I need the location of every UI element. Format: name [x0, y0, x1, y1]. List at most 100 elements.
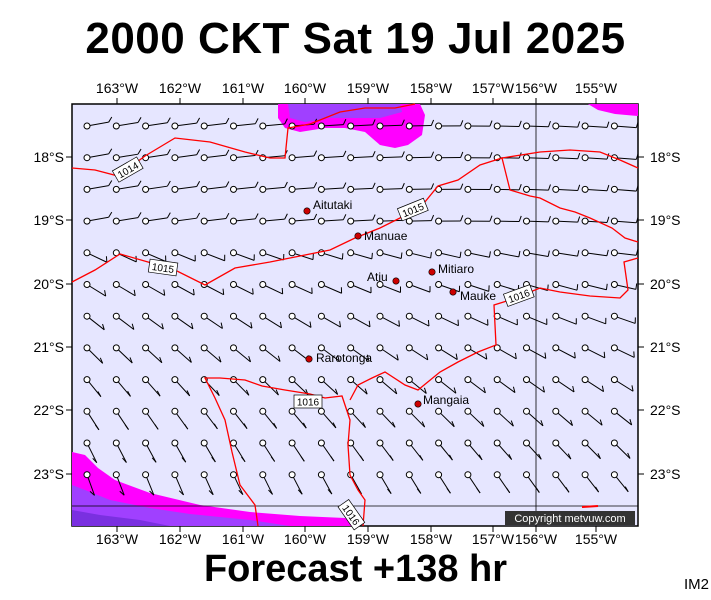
- wind-station: [171, 217, 179, 225]
- wind-barb-feather: [389, 455, 394, 461]
- wind-barb-feather: [156, 390, 161, 397]
- wind-station: [317, 154, 325, 162]
- wind-barb-shaft: [262, 410, 278, 429]
- wind-station: [610, 312, 618, 320]
- wind-barb-feather: [427, 320, 430, 327]
- wind-barb-feather: [213, 423, 218, 430]
- wind-station: [347, 217, 355, 225]
- wind-station: [288, 376, 296, 384]
- wind-barb-feather: [372, 182, 376, 189]
- wind-barb-feather: [459, 251, 462, 258]
- wind-barb-shaft: [86, 216, 109, 222]
- wind-barb-feather: [196, 212, 201, 219]
- wind-barb-feather: [453, 387, 457, 394]
- wind-barb-shaft: [204, 186, 227, 190]
- wind-barb-feather: [334, 388, 339, 395]
- wind-barb-feather: [216, 389, 220, 396]
- wind-barbs: [83, 116, 639, 496]
- wind-barb-feather: [337, 354, 340, 361]
- wind-station: [581, 217, 589, 225]
- wind-station: [288, 312, 296, 320]
- wind-barb-shaft: [379, 124, 403, 127]
- wind-barb-feather: [401, 151, 405, 158]
- wind-station: [347, 281, 355, 288]
- wind-station: [230, 249, 237, 257]
- wind-barb-feather: [599, 419, 603, 426]
- lon-label: 160°W: [284, 80, 327, 96]
- wind-barb-feather: [635, 249, 639, 256]
- wind-barb-feather: [359, 455, 365, 462]
- wind-station: [376, 154, 384, 162]
- wind-station: [288, 185, 296, 193]
- wind-barb-feather: [481, 420, 485, 427]
- wind-station: [523, 249, 530, 257]
- wind-barb-feather: [635, 153, 639, 160]
- wind-barb-feather: [570, 419, 574, 426]
- wind-barb-feather: [218, 356, 222, 363]
- wind-barb-shaft: [204, 252, 225, 262]
- wind-station: [493, 281, 501, 288]
- wind-barb-shaft: [115, 347, 133, 364]
- wind-barb-shaft: [555, 442, 572, 460]
- wind-barb-shaft: [115, 379, 131, 397]
- lon-label: 155°W: [575, 80, 618, 96]
- isobar-fragment-se: [581, 505, 599, 508]
- wind-barb-shaft: [555, 125, 578, 128]
- wind-barb-feather: [371, 252, 373, 259]
- wind-barb-feather: [99, 357, 104, 364]
- lon-label: 159°W: [347, 531, 390, 547]
- wind-barb-shaft: [321, 410, 337, 429]
- wind-station: [405, 376, 413, 384]
- wind-barb-feather: [108, 180, 113, 186]
- wind-barb-feather: [574, 352, 576, 359]
- isobar-1015-east: [501, 149, 639, 169]
- wind-barb-shaft: [174, 252, 196, 262]
- wind-barb-feather: [161, 323, 164, 330]
- wind-barb-shaft: [145, 379, 161, 397]
- wind-barb-shaft: [145, 217, 168, 222]
- wind-barb-shaft: [555, 410, 573, 426]
- wind-barb-shaft: [350, 156, 373, 159]
- lon-label: 161°W: [222, 531, 265, 547]
- wind-barb-shaft: [291, 284, 313, 295]
- wind-station: [83, 312, 91, 320]
- wind-station: [405, 407, 413, 415]
- wind-station: [142, 407, 150, 415]
- wind-barb-shaft: [555, 379, 575, 393]
- wind-barb-feather: [449, 454, 453, 461]
- wind-station: [435, 471, 443, 479]
- wind-barb-feather: [191, 322, 194, 329]
- wind-barb-feather: [368, 320, 371, 327]
- wind-station: [288, 154, 296, 162]
- wind-barb-shaft: [379, 379, 398, 395]
- wind-barb-feather: [572, 385, 575, 393]
- wind-station: [552, 439, 560, 447]
- wind-barb-feather: [270, 456, 276, 462]
- wind-barb-feather: [392, 421, 396, 428]
- wind-station: [347, 122, 355, 130]
- wind-station: [200, 312, 208, 320]
- wind-station: [317, 122, 325, 130]
- wind-barb-feather: [122, 457, 127, 463]
- lat-label: 22°S: [33, 402, 64, 418]
- wind-station: [376, 122, 384, 130]
- wind-barb-feather: [606, 121, 610, 128]
- wind-barb-feather: [137, 117, 142, 123]
- wind-barb-feather: [297, 489, 303, 495]
- wind-station: [200, 407, 208, 415]
- wind-barb-shaft: [116, 153, 139, 159]
- wind-barb-shaft: [233, 474, 244, 495]
- wind-barb-feather: [181, 457, 187, 463]
- wind-station: [347, 249, 355, 257]
- wind-barb-feather: [151, 457, 157, 463]
- wind-barb-shaft: [497, 315, 518, 326]
- wind-barb-shaft: [555, 347, 576, 359]
- wind-barb-feather: [186, 390, 191, 397]
- wind-barb-feather: [225, 117, 230, 124]
- wind-station: [259, 185, 267, 193]
- wind-station: [171, 471, 179, 479]
- wind-barb-feather: [518, 120, 522, 127]
- wind-station: [376, 376, 384, 384]
- wind-barb-shaft: [379, 410, 396, 428]
- wind-station: [552, 249, 560, 257]
